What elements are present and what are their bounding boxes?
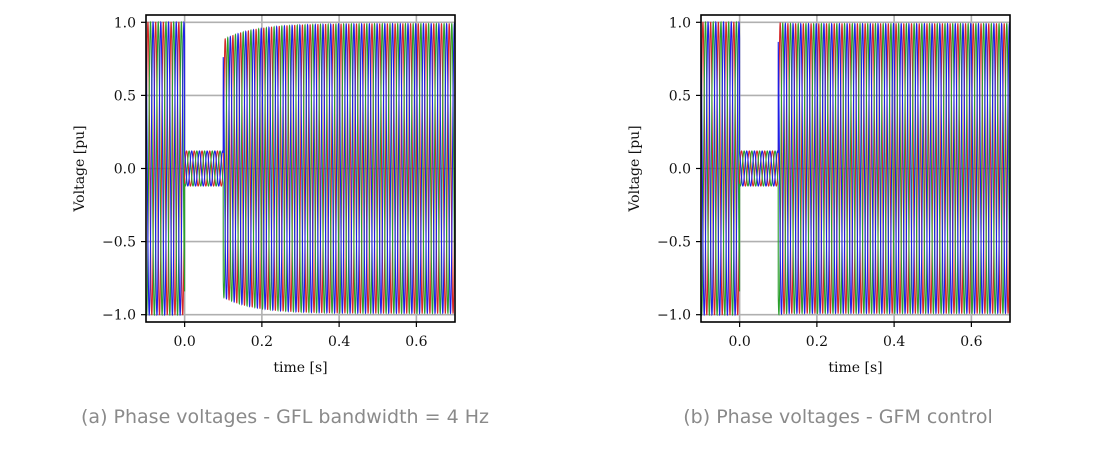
x-tick-label: 0.0 (728, 334, 750, 350)
x-tick-label: 0.2 (251, 334, 273, 350)
x-axis-label: time [s] (273, 360, 327, 376)
y-axis-label: Voltage [pu] (72, 125, 88, 212)
figure-caption: (b) Phase voltages - GFM control (683, 406, 992, 428)
series-line-3 (146, 20, 455, 317)
y-tick-label: −0.5 (657, 235, 691, 251)
x-tick-label: 0.4 (883, 334, 905, 350)
panel-a: 0.0 0.2 0.4 0.6 1.0 0.5 0.0 −0.5 −1.0 time [s] Vol… (72, 14, 489, 428)
series-line-3 (701, 20, 1010, 317)
y-tick-label: −0.5 (102, 235, 136, 251)
figure-caption: (a) Phase voltages - GFL bandwidth = 4 H… (81, 406, 489, 428)
y-tick-label: 0.0 (114, 162, 136, 178)
y-tick-label: −1.0 (657, 308, 691, 324)
y-tick-label: 0.5 (669, 88, 691, 104)
x-tick-label: 0.2 (806, 334, 828, 350)
plot-area (146, 20, 455, 317)
x-tick-label: 0.6 (960, 334, 982, 350)
x-tick-label: 0.4 (328, 334, 350, 350)
y-tick-label: 1.0 (114, 15, 136, 31)
y-tick-label: 0.5 (114, 88, 136, 104)
y-tick-label: −1.0 (102, 308, 136, 324)
panel-b: 0.0 0.2 0.4 0.6 1.0 0.5 0.0 −0.5 −1.0 time [s] Vol… (627, 14, 1011, 428)
x-tick-label: 0.0 (173, 334, 195, 350)
series-line-2 (701, 20, 1010, 317)
x-tick-label: 0.6 (405, 334, 427, 350)
series-line-1 (146, 21, 455, 316)
series-line-1 (701, 21, 1010, 316)
x-axis-label: time [s] (828, 360, 882, 376)
y-tick-label: 1.0 (669, 15, 691, 31)
y-tick-label: 0.0 (669, 162, 691, 178)
series-line-2 (146, 20, 455, 317)
y-axis-label: Voltage [pu] (627, 125, 643, 212)
plot-area (701, 20, 1010, 317)
